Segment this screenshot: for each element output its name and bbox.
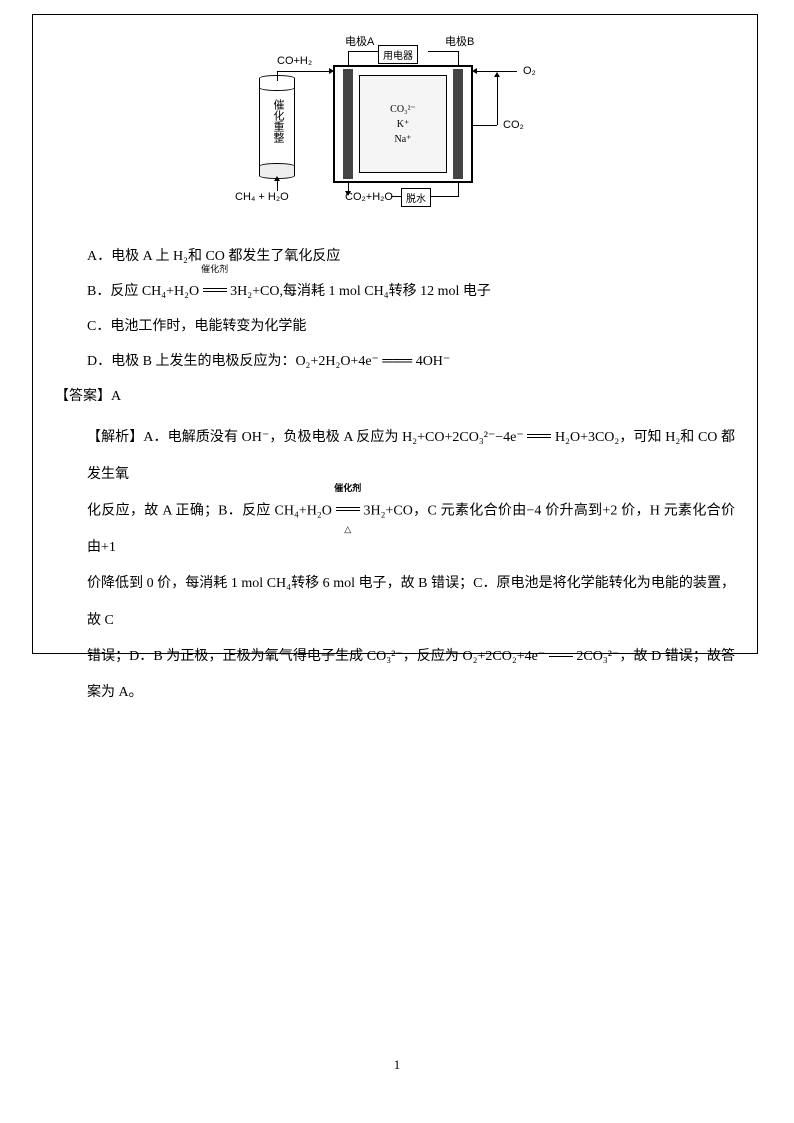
wire bbox=[458, 51, 459, 65]
explain-line: 化反应，故 A 正确；B．反应 CH₄+H₂O 催化剂△ 3H₂+CO，C 元素… bbox=[87, 493, 735, 566]
option-a: A．电极 A 上 H₂和 CO 都发生了氧化反应 bbox=[87, 239, 735, 274]
exp-text: 错误；D．B 为正极，正极为氧气得电子生成 CO₃²⁻，反应为 O₂+2CO₂+… bbox=[87, 649, 549, 664]
answer-line: 【答案】A bbox=[55, 379, 735, 414]
option-b: B．反应 CH₄+H₂O 催化剂 3H₂+CO,每消耗 1 mol CH₄转移 … bbox=[87, 274, 735, 309]
eq-sign bbox=[527, 434, 551, 438]
exp-text: 【解析】A．电解质没有 OH⁻，负极电极 A 反应为 H₂+CO+2CO₃²⁻−… bbox=[87, 430, 527, 445]
option-c: C．电池工作时，电能转变为化学能 bbox=[87, 309, 735, 344]
electrode-b bbox=[453, 69, 463, 179]
dewater-box: 脱水 bbox=[401, 188, 431, 207]
explanation: 【解析】A．电解质没有 OH⁻，负极电极 A 反应为 H₂+CO+2CO₃²⁻−… bbox=[87, 420, 735, 712]
explain-line: 【解析】A．电解质没有 OH⁻，负极电极 A 反应为 H₂+CO+2CO₃²⁻−… bbox=[87, 420, 735, 493]
o2-label: O₂ bbox=[523, 65, 536, 77]
eq-sign bbox=[549, 653, 573, 657]
electrolyte-box: CO₃²⁻ K⁺ Na⁺ bbox=[359, 75, 447, 173]
catalyst-text: 催化剂 bbox=[201, 258, 228, 281]
option-b-post: 3H₂+CO,每消耗 1 mol CH₄转移 12 mol 电子 bbox=[227, 284, 491, 299]
explain-line: 错误；D．B 为正极，正极为氧气得电子生成 CO₃²⁻，反应为 O₂+2CO₂+… bbox=[87, 639, 735, 712]
options-block: A．电极 A 上 H₂和 CO 都发生了氧化反应 B．反应 CH₄+H₂O 催化… bbox=[87, 239, 735, 379]
co2-h2o-label: CO₂+H₂O bbox=[345, 191, 393, 203]
wire bbox=[348, 51, 378, 52]
explain-line: 价降低到 0 价，每消耗 1 mol CH₄转移 6 mol 电子，故 B 错误… bbox=[87, 566, 735, 639]
diagram-container: 电极A 电极B 用电器 CO₃²⁻ K⁺ Na⁺ 催化重整 bbox=[55, 33, 735, 223]
delta-symbol: △ bbox=[344, 518, 351, 541]
flow-line bbox=[277, 71, 295, 72]
device-box: 用电器 bbox=[378, 45, 418, 64]
option-b-pre: B．反应 CH₄+H₂O bbox=[87, 284, 203, 299]
flow-arrow bbox=[497, 77, 498, 125]
electrode-a-label: 电极A bbox=[345, 33, 374, 49]
co2-label: CO₂ bbox=[503, 119, 524, 131]
ion-label: K⁺ bbox=[397, 117, 410, 132]
flow-arrow bbox=[277, 181, 278, 191]
catalyst-arrow: 催化剂△ bbox=[336, 493, 360, 529]
wire bbox=[428, 51, 459, 52]
catalyst-arrow: 催化剂 bbox=[203, 274, 227, 309]
ch4-h2o-label: CH₄ + H₂O bbox=[235, 191, 289, 203]
ion-label: CO₃²⁻ bbox=[390, 102, 416, 117]
flow-line bbox=[458, 183, 459, 197]
fuel-cell-diagram: 电极A 电极B 用电器 CO₃²⁻ K⁺ Na⁺ 催化重整 bbox=[235, 33, 555, 223]
catalyst-text: 催化剂 bbox=[334, 477, 361, 500]
page-number: 1 bbox=[0, 1057, 794, 1073]
flow-line bbox=[277, 71, 278, 81]
electrode-b-label: 电极B bbox=[445, 33, 474, 49]
flow-arrow bbox=[295, 71, 329, 72]
exp-text: 化反应，故 A 正确；B．反应 CH₄+H₂O bbox=[87, 503, 336, 518]
co-h2-label: CO+H₂ bbox=[277, 55, 312, 67]
electrode-a bbox=[343, 69, 353, 179]
flow-line bbox=[473, 125, 497, 126]
wire bbox=[348, 51, 349, 65]
flow-line bbox=[431, 196, 458, 197]
flow-arrow bbox=[348, 183, 349, 191]
ion-label: Na⁺ bbox=[395, 132, 412, 147]
reformer-label: 催化重整 bbox=[270, 99, 286, 143]
flow-line bbox=[391, 196, 401, 197]
option-d: D．电极 B 上发生的电极反应为：O₂+2H₂O+4e⁻ ═══ 4OH⁻ bbox=[87, 344, 735, 379]
content-border: 电极A 电极B 用电器 CO₃²⁻ K⁺ Na⁺ 催化重整 bbox=[32, 14, 758, 654]
